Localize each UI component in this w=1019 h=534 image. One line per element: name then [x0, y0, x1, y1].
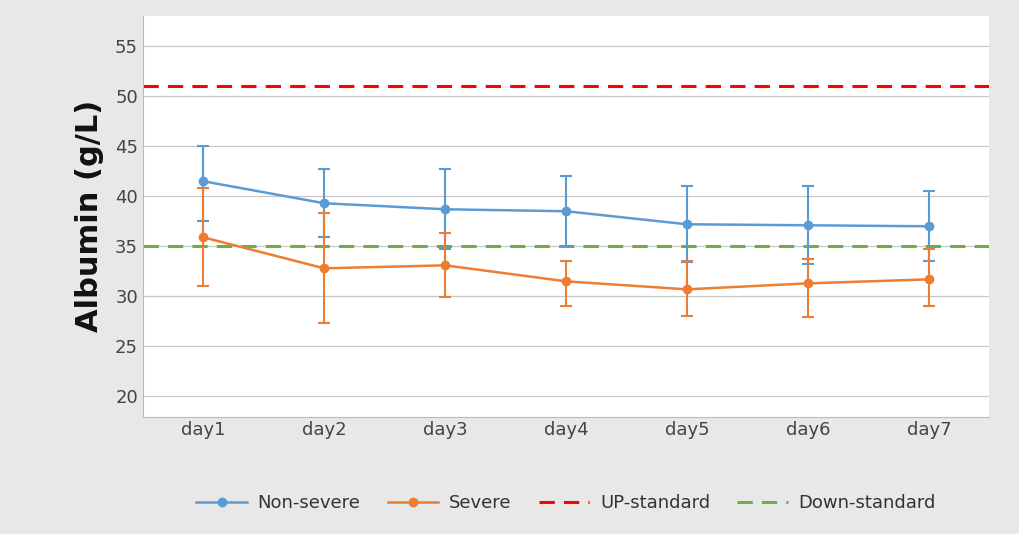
- Legend: Non-severe, Severe, UP-standard, Down-standard: Non-severe, Severe, UP-standard, Down-st…: [189, 487, 943, 520]
- Y-axis label: Albumin (g/L): Albumin (g/L): [74, 100, 104, 332]
